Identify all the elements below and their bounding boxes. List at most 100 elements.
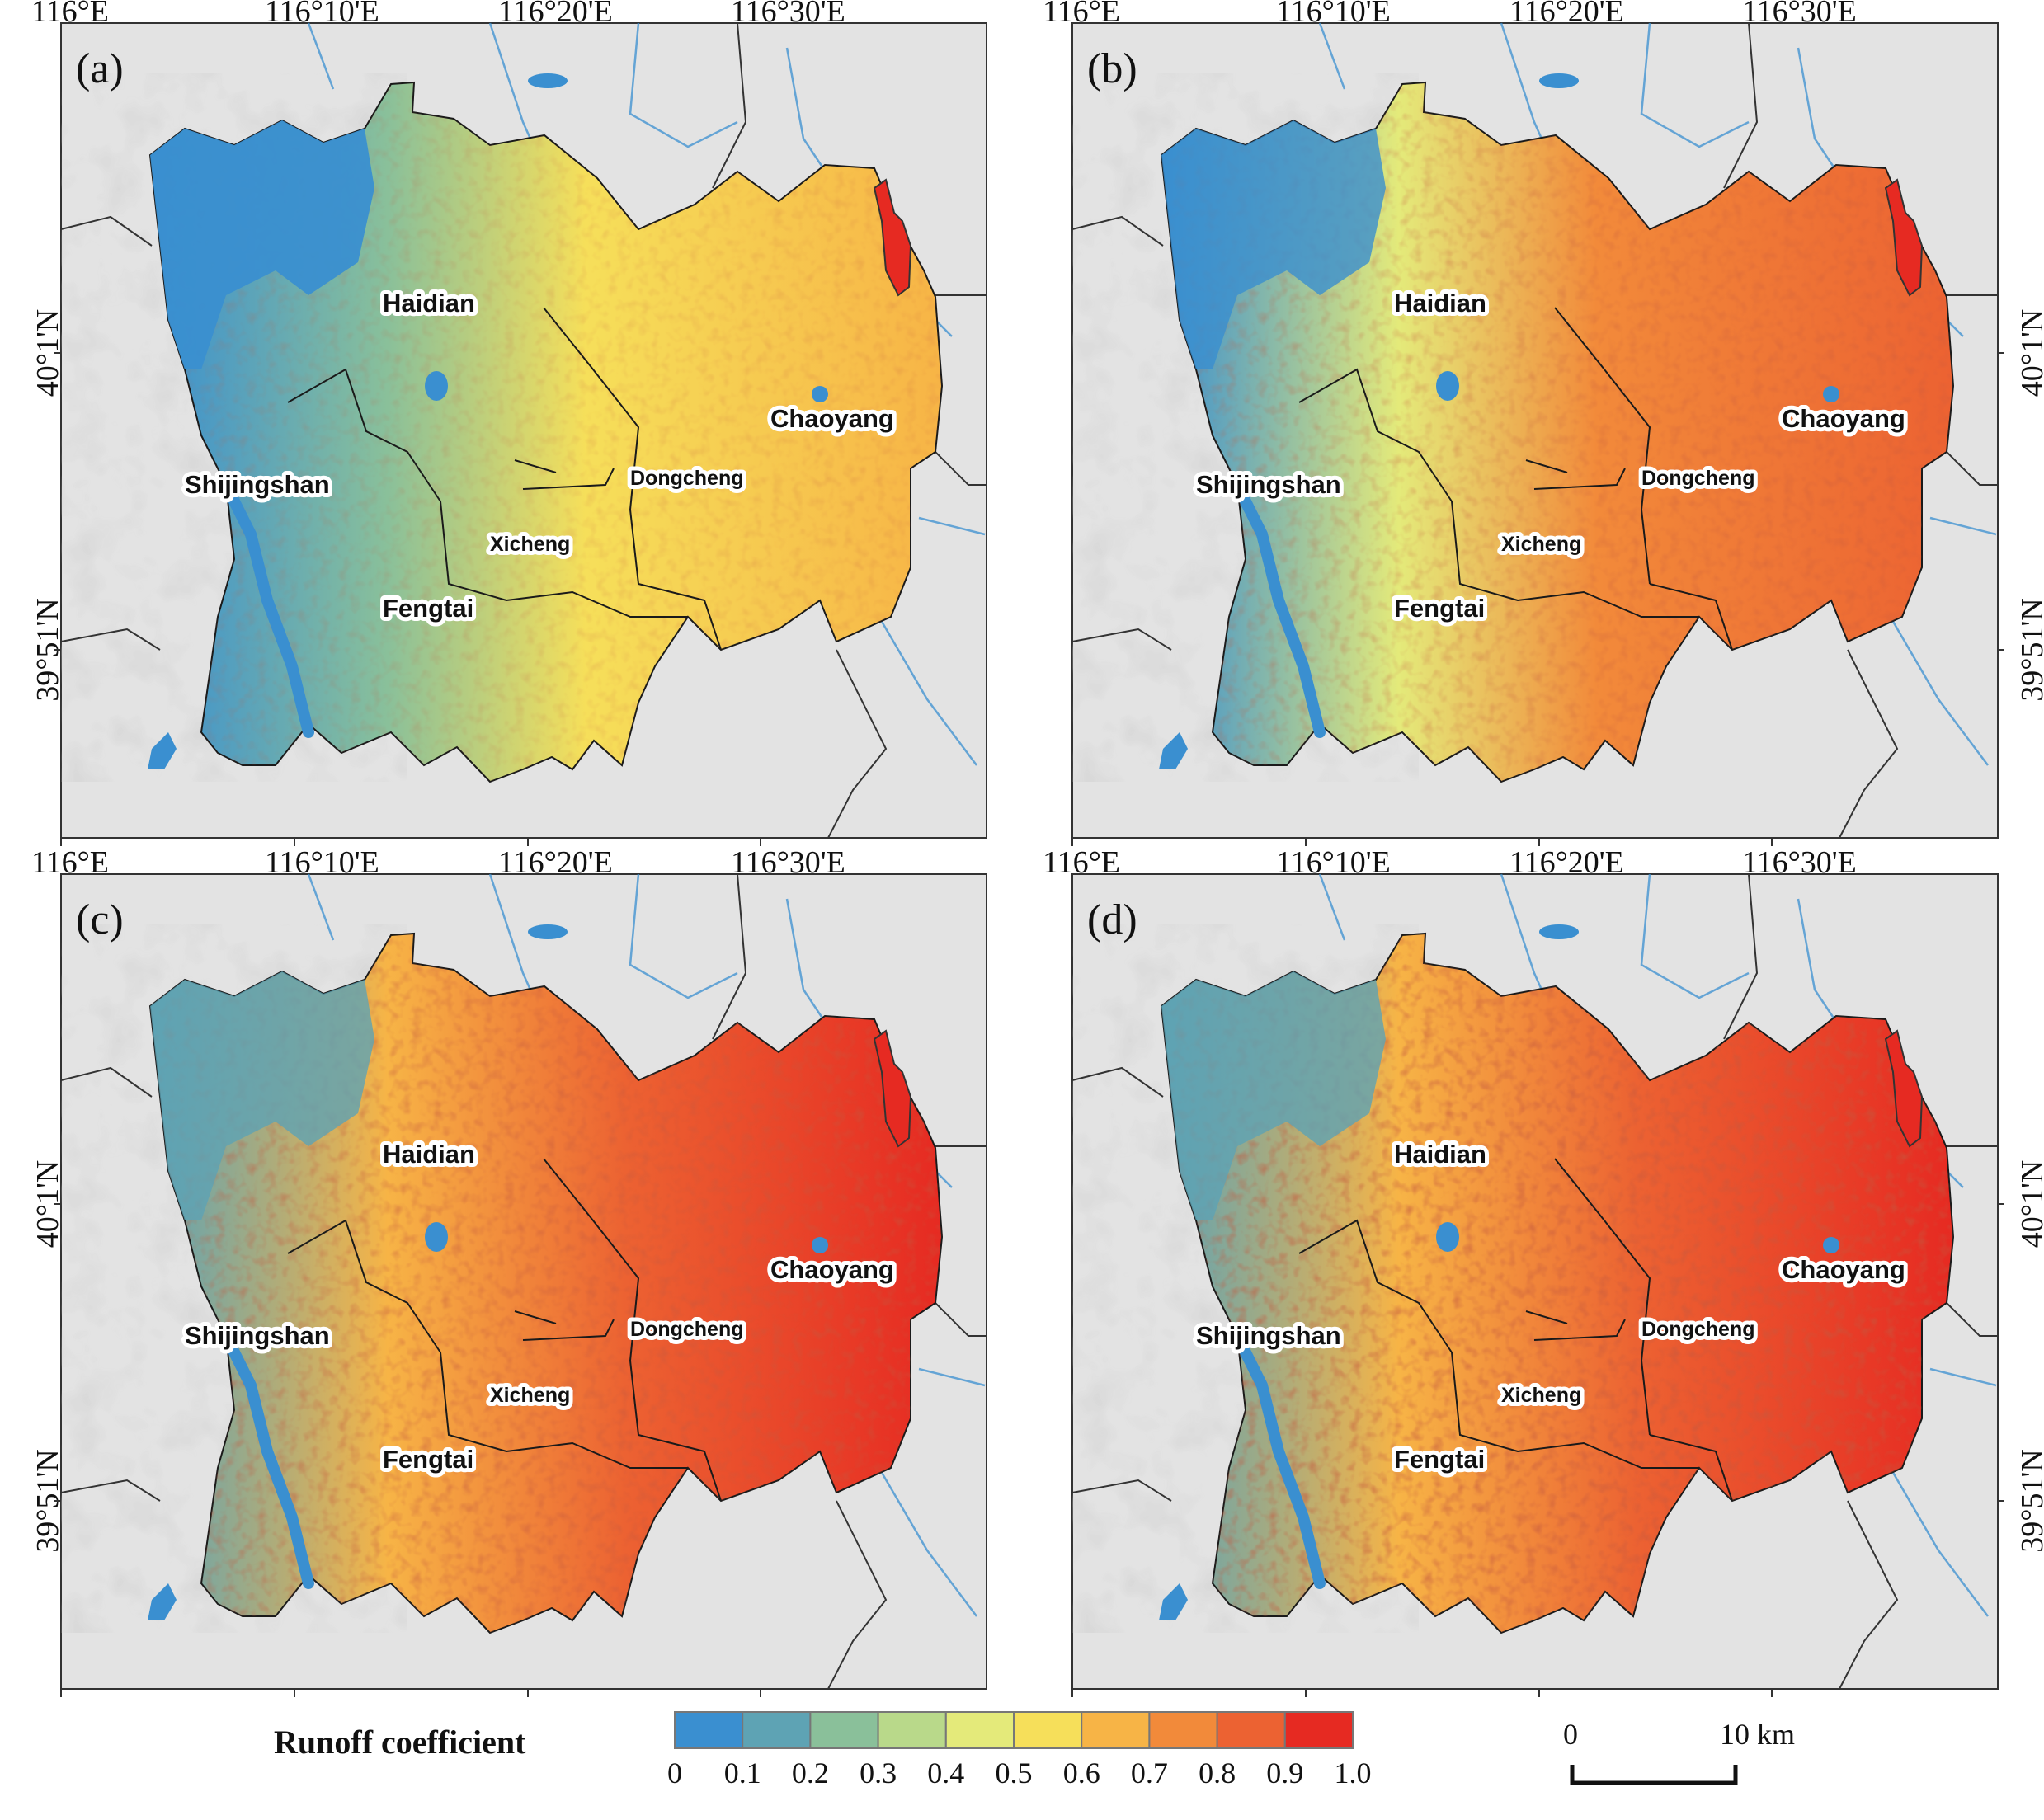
legend-tick-label: 0.5 [996, 1757, 1033, 1789]
admin-boundary-line [60, 215, 153, 247]
river-line [307, 22, 335, 90]
longitude-label: 116°30'E [1742, 0, 1857, 29]
district-label-dongcheng: Dongcheng [1641, 467, 1755, 490]
legend-tick-label: 1.0 [1335, 1757, 1372, 1789]
river-line [629, 22, 738, 148]
district-label-fengtai: Fengtai [383, 1445, 473, 1474]
airport-area [1884, 178, 1924, 297]
district-boundary [1525, 459, 1568, 473]
low-runoff-zone [1161, 971, 1386, 1220]
legend-tick-label: 0.8 [1199, 1757, 1236, 1789]
district-boundary [1649, 583, 1733, 651]
legend-tick-label: 0 [667, 1757, 682, 1789]
district-boundary [1649, 1434, 1733, 1502]
legend-tick-label: 0.2 [792, 1757, 829, 1789]
scale-bar: 0 10 km [1563, 1718, 1795, 1785]
admin-boundary-line [1071, 628, 1172, 651]
river-line [1879, 600, 1989, 766]
urban-lake [812, 1237, 828, 1253]
district-boundary [1554, 1158, 1651, 1436]
legend-swatch [877, 1711, 947, 1749]
district-label-dongcheng: Dongcheng [630, 467, 744, 490]
urban-lake [812, 386, 828, 402]
low-runoff-zone [150, 971, 374, 1220]
longitude-label: 116°30'E [1742, 845, 1857, 880]
scale-bar-end-label: 10 km [1720, 1718, 1795, 1751]
district-label-fengtai: Fengtai [1394, 1445, 1485, 1474]
admin-boundary-line [1723, 22, 1759, 189]
urban-lake [1823, 386, 1839, 402]
reservoir-lake [1159, 1583, 1188, 1620]
longitude-label: 116°10'E [1276, 845, 1391, 880]
river-line [1640, 873, 1750, 999]
airport-area [1884, 1029, 1924, 1148]
panel-letter: (d) [1087, 896, 1137, 943]
district-boundary [638, 583, 722, 651]
admin-boundary-line [1839, 649, 1899, 839]
airport-area [873, 178, 912, 297]
reservoir-lake [1159, 732, 1188, 769]
district-label-shijingshan: Shijingshan [1196, 470, 1341, 499]
district-boundary [1533, 468, 1626, 490]
district-label-haidian: Haidian [1394, 289, 1486, 317]
district-label-chaoyang: Chaoyang [770, 404, 894, 433]
district-label-chaoyang: Chaoyang [1782, 404, 1905, 433]
admin-boundary-line [1071, 215, 1164, 247]
admin-boundary-line [1839, 1500, 1899, 1690]
legend-swatch [674, 1711, 744, 1749]
river-line [1318, 873, 1346, 941]
river-line [1929, 1367, 1997, 1387]
legend-swatch [1013, 1711, 1083, 1749]
district-boundary [522, 468, 615, 490]
longitude-label: 116°10'E [1276, 0, 1391, 29]
district-boundary [514, 459, 557, 473]
district-label-haidian: Haidian [1394, 1140, 1486, 1169]
legend-swatch [1148, 1711, 1218, 1749]
panel-letter: (b) [1087, 45, 1137, 92]
latitude-label: 40°1'N [2015, 309, 2044, 397]
legend-tick-label: 0.3 [860, 1757, 897, 1789]
legend-swatch [1081, 1711, 1151, 1749]
longitude-label: 116°30'E [731, 845, 845, 880]
lake [1539, 924, 1579, 939]
urban-lake [1823, 1237, 1839, 1253]
longitude-label: 116°10'E [265, 0, 379, 29]
river-line [1879, 1451, 1989, 1617]
longitude-label: 116°E [1043, 845, 1120, 880]
lake [1539, 73, 1579, 88]
legend-tick-label: 0.9 [1266, 1757, 1303, 1789]
admin-boundary-line [1723, 873, 1759, 1040]
admin-boundary-line [1071, 1479, 1172, 1502]
yongding-river [220, 1330, 314, 1589]
urban-lake [425, 1222, 448, 1252]
district-boundary [514, 1310, 557, 1324]
reservoir-lake [148, 1583, 177, 1620]
legend-tick-label: 0.6 [1063, 1757, 1100, 1789]
district-boundary [522, 1319, 615, 1341]
legend-swatch [742, 1711, 812, 1749]
district-label-fengtai: Fengtai [383, 594, 473, 623]
panel-letter: (a) [76, 45, 124, 92]
longitude-label: 116°20'E [1509, 845, 1624, 880]
legend-tick-label: 0.7 [1131, 1757, 1168, 1789]
admin-boundary-line [935, 1302, 987, 1337]
urban-lake [425, 371, 448, 401]
district-label-chaoyang: Chaoyang [770, 1255, 894, 1284]
admin-boundary-line [1946, 451, 1998, 486]
reservoir-lake [148, 732, 177, 769]
river-line [307, 873, 335, 941]
airport-area [873, 1029, 912, 1148]
river-line [918, 516, 986, 536]
urban-lake [1436, 371, 1459, 401]
legend-title: Runoff coefficient [274, 1724, 526, 1761]
map-panel-b: (b) Haidian Chaoyang Shijingshan Dongcheng Xi… [1043, 0, 2044, 846]
latitude-label: 39°51'N [2015, 598, 2044, 702]
district-boundary [1451, 1352, 1699, 1469]
longitude-label: 116°20'E [498, 0, 613, 29]
district-boundary [440, 501, 688, 618]
lake [528, 924, 568, 939]
urban-lake [1436, 1222, 1459, 1252]
legend: Runoff coefficient 0 0.1 0.2 0.3 0.4 0.5 0.6 0.… [274, 1711, 1372, 1789]
district-label-fengtai: Fengtai [1394, 594, 1485, 623]
